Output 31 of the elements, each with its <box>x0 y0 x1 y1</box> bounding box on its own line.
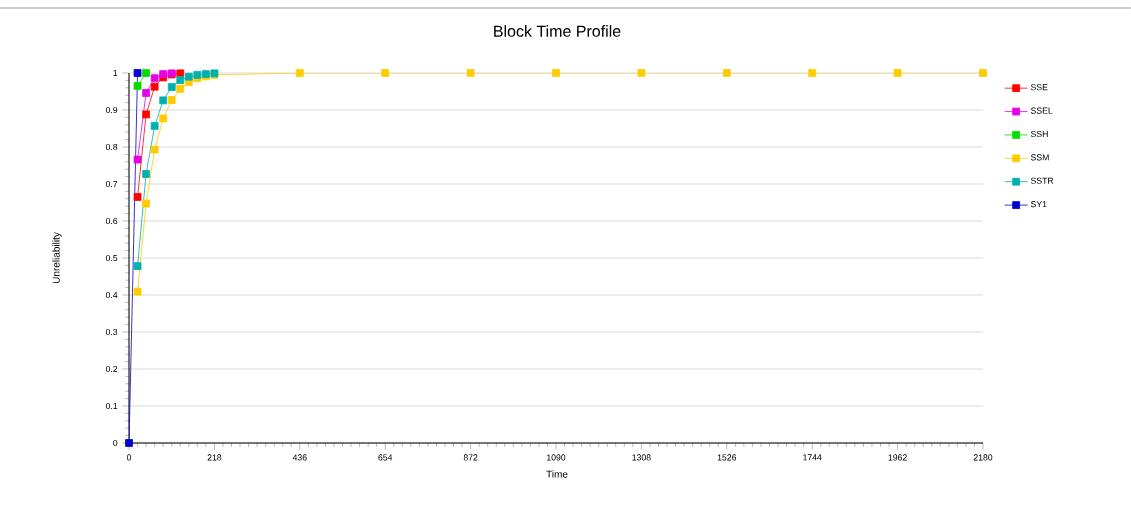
legend-label: SSEL <box>1030 107 1053 114</box>
x-tick-label: 1526 <box>717 454 737 461</box>
y-tick-label: 0.5 <box>105 254 118 262</box>
x-axis-title: Time <box>546 470 568 478</box>
y-tick-label: 0.4 <box>105 291 118 299</box>
x-tick-label: 1744 <box>803 454 822 461</box>
y-axis-title: Unreliability <box>52 232 62 284</box>
y-tick-label: 0.3 <box>105 328 118 336</box>
x-tick-label: 1090 <box>547 454 566 461</box>
legend-label: SSE <box>1030 84 1048 91</box>
y-tick-label: 0 <box>113 439 118 447</box>
y-tick-label: 0.1 <box>105 402 118 410</box>
x-tick-label: 0 <box>126 454 132 461</box>
y-tick-label: 0.9 <box>105 106 118 114</box>
y-tick-label: 0.8 <box>105 143 118 151</box>
x-tick-label: 1308 <box>632 454 651 461</box>
chart-title: Block Time Profile <box>494 25 621 37</box>
x-tick-label: 872 <box>463 454 478 461</box>
legend-label: SSTR <box>1030 177 1054 184</box>
y-tick-label: 1 <box>113 70 118 76</box>
x-tick-label: 654 <box>378 454 393 461</box>
legend-label: SY1 <box>1030 201 1047 208</box>
x-tick-label: 218 <box>207 454 222 461</box>
legend-label: SSH <box>1030 130 1048 138</box>
x-tick-label: 1962 <box>888 454 907 461</box>
x-tick-label: 2180 <box>973 454 993 461</box>
y-tick-label: 0.6 <box>105 217 118 225</box>
y-tick-label: 0.7 <box>105 180 118 188</box>
x-tick-label: 436 <box>292 454 307 461</box>
legend-label: SSM <box>1030 154 1049 161</box>
y-tick-label: 0.2 <box>105 365 118 373</box>
